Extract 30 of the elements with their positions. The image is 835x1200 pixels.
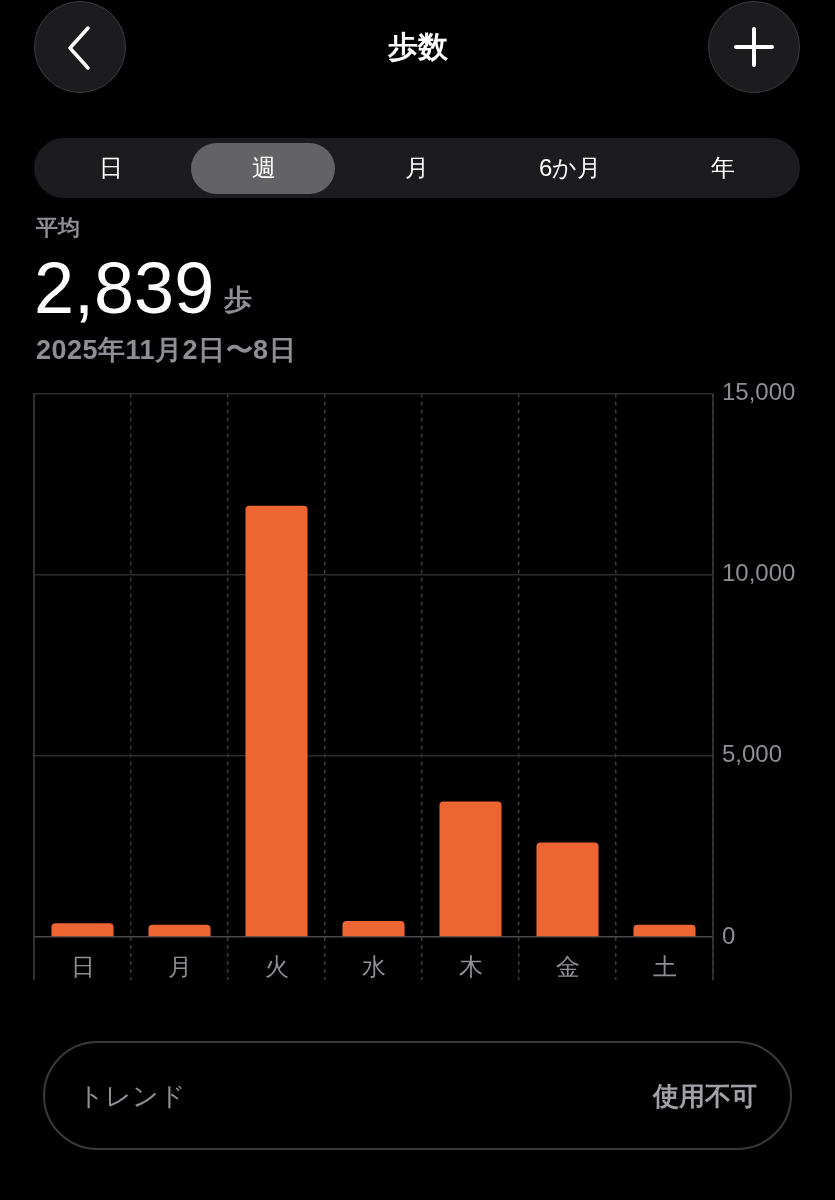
x-tick-label: 木	[458, 953, 483, 981]
bar	[245, 505, 308, 937]
x-tick-label: 月	[167, 953, 192, 981]
y-tick-label: 15,000	[722, 378, 796, 406]
y-tick-label: 5,000	[722, 740, 783, 768]
x-tick-label: 水	[361, 953, 386, 981]
bar	[536, 842, 599, 937]
text: 週	[251, 154, 276, 182]
bar	[51, 923, 114, 937]
text: 6か月	[539, 154, 602, 182]
y-tick-label: 0	[722, 921, 736, 949]
text: 平均	[36, 215, 80, 241]
bar	[439, 801, 502, 937]
text: 日	[98, 154, 123, 182]
bar	[342, 921, 405, 937]
text: 使用不可	[653, 1081, 757, 1111]
y-tick-label: 10,000	[722, 559, 796, 587]
text: 歩	[224, 284, 253, 316]
text: 月	[405, 154, 429, 182]
text: 年	[711, 154, 736, 182]
x-tick-label: 日	[70, 953, 95, 981]
bar	[148, 924, 211, 937]
text: 2,839	[34, 248, 215, 328]
text: トレンド	[78, 1081, 186, 1111]
bar	[633, 924, 696, 937]
x-tick-label: 火	[264, 953, 289, 981]
chart-subtitle: 2025年11月2日〜8日	[36, 335, 297, 365]
x-tick-label: 金	[555, 953, 580, 981]
x-tick-label: 土	[652, 953, 677, 981]
chart-title: 歩数	[387, 30, 448, 64]
